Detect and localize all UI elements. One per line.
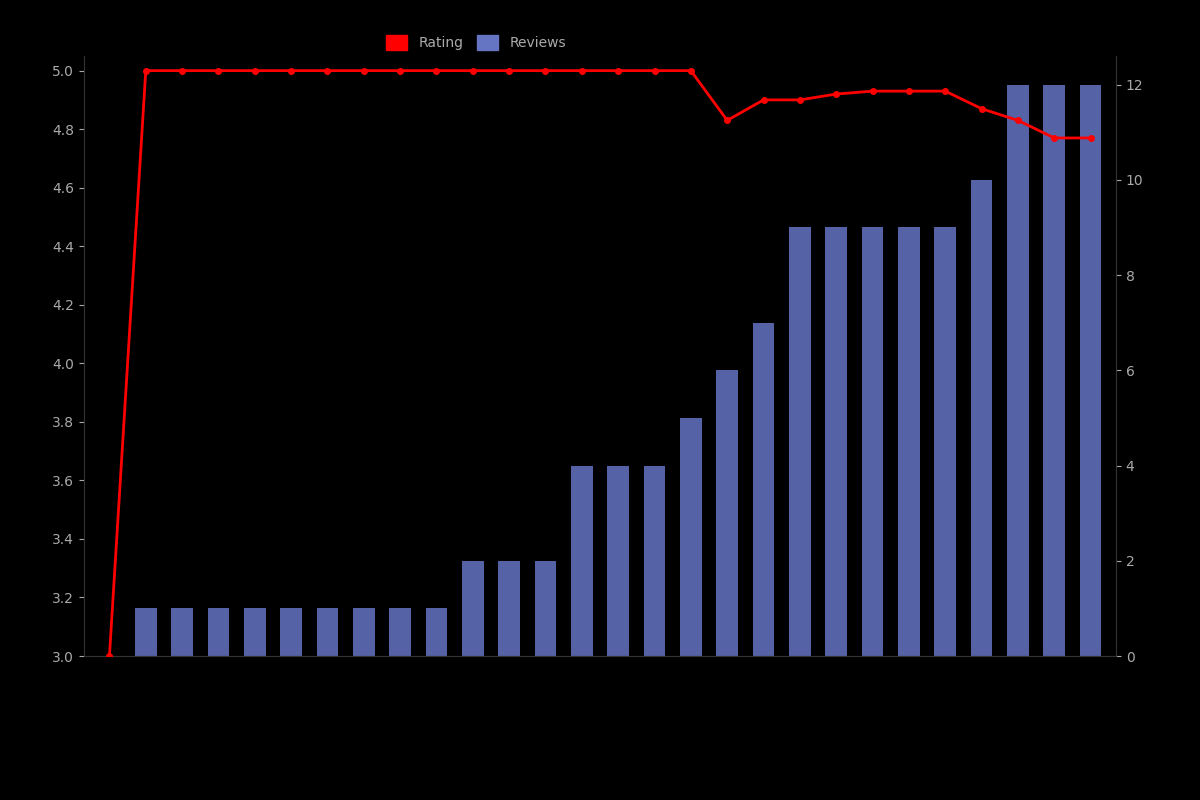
Bar (389, 608, 412, 656)
Bar (571, 466, 593, 656)
Bar (134, 608, 157, 656)
Bar (1043, 85, 1066, 656)
Bar (317, 608, 338, 656)
Bar (1007, 85, 1028, 656)
Bar (534, 561, 557, 656)
Bar (788, 227, 811, 656)
Bar (172, 608, 193, 656)
Bar (826, 227, 847, 656)
Bar (643, 466, 666, 656)
Bar (462, 561, 484, 656)
Bar (1080, 85, 1102, 656)
Bar (935, 227, 956, 656)
Bar (208, 608, 229, 656)
Bar (898, 227, 919, 656)
Bar (752, 322, 774, 656)
Bar (971, 180, 992, 656)
Bar (716, 370, 738, 656)
Bar (680, 418, 702, 656)
Legend: Rating, Reviews: Rating, Reviews (380, 30, 571, 56)
Bar (281, 608, 302, 656)
Bar (862, 227, 883, 656)
Bar (498, 561, 520, 656)
Bar (244, 608, 265, 656)
Bar (353, 608, 374, 656)
Bar (426, 608, 448, 656)
Bar (607, 466, 629, 656)
